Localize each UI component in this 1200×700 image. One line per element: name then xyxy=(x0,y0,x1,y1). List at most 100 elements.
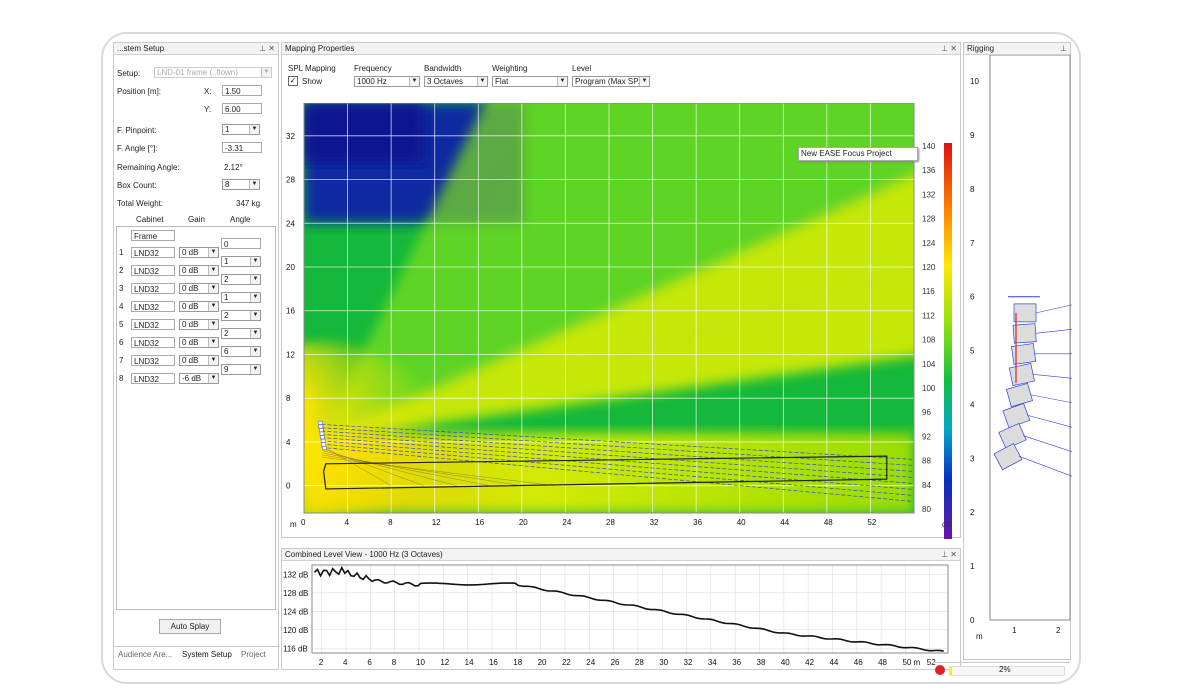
status-bar: 2% xyxy=(933,662,1071,677)
chevron-down-icon: ▼ xyxy=(208,356,218,365)
spl-map-plot[interactable]: 0 4 8 12 16 20 24 28 32 36 40 44 48 52 32282420161284… xyxy=(282,103,962,539)
colorbar-tick: 112 xyxy=(922,311,935,320)
tab-system-setup[interactable]: System Setup xyxy=(182,650,232,659)
panel-pin-close-icon[interactable]: ⊥ ✕ xyxy=(259,44,275,53)
cabinet-name-cell[interactable]: LND32 xyxy=(131,355,175,366)
cabinet-name-cell[interactable]: LND32 xyxy=(131,283,175,294)
cabinet-gain-select[interactable]: -6 dB ▼ xyxy=(179,373,219,384)
pinpoint-label: F. Pinpoint: xyxy=(117,126,157,135)
cabinet-name-cell[interactable]: LND32 xyxy=(131,265,175,276)
error-indicator-icon[interactable] xyxy=(935,665,945,675)
colorbar-tick: 88 xyxy=(922,457,931,466)
clv-x-tick: 4 xyxy=(343,658,348,667)
cabinet-angle-select[interactable]: 2 ▼ xyxy=(221,328,261,339)
spl-mapping-label: SPL Mapping xyxy=(288,64,336,73)
panel-pin-close-icon[interactable]: ⊥ ✕ xyxy=(941,550,957,559)
clv-title: Combined Level View - 1000 Hz (3 Octaves… xyxy=(285,550,443,559)
level-select[interactable]: Program (Max SP... ▼ xyxy=(572,76,650,87)
chevron-down-icon: ▼ xyxy=(208,266,218,275)
cabinet-number: 2 xyxy=(119,266,124,275)
side-y-tick: 1 xyxy=(970,562,975,571)
panel-pin-close-icon[interactable]: ⊥ ✕ xyxy=(941,44,957,53)
cabinet-number: 3 xyxy=(119,284,124,293)
pinpoint-select[interactable]: 1 ▼ xyxy=(222,124,260,135)
rigging-panel: Rigging ⊥ 10 9 8 7 6 5 4 3 2 1 0 m 1 2 xyxy=(963,42,1072,660)
clv-x-tick: 20 xyxy=(538,658,547,667)
cabinet-column-header: Cabinet xyxy=(136,215,164,224)
map-x-unit: m xyxy=(290,520,297,529)
cabinet-name-cell[interactable]: LND32 xyxy=(131,247,175,258)
y-label: Y: xyxy=(204,105,212,114)
system-setup-panel: ...stem Setup ⊥ ✕ Setup: LND-01 frame (.… xyxy=(113,42,280,670)
map-x-tick: 20 xyxy=(519,518,528,527)
cabinet-angle-select[interactable]: 1 ▼ xyxy=(221,292,261,303)
bandwidth-select[interactable]: 3 Octaves ▼ xyxy=(424,76,488,87)
cabinet-gain-select[interactable]: 0 dB ▼ xyxy=(179,319,219,330)
cabinet-number: 4 xyxy=(119,302,124,311)
box-count-select[interactable]: 8 ▼ xyxy=(222,179,260,190)
panel-pin-icon[interactable]: ⊥ xyxy=(1060,44,1067,53)
cabinet-name-cell[interactable]: LND32 xyxy=(131,337,175,348)
map-x-tick: 8 xyxy=(388,518,393,527)
chevron-down-icon: ▼ xyxy=(250,347,260,356)
weighting-label: Weighting xyxy=(492,64,528,73)
frame-cell[interactable]: Frame xyxy=(131,230,175,241)
cabinet-gain-select[interactable]: 0 dB ▼ xyxy=(179,337,219,348)
auto-splay-button[interactable]: Auto Splay xyxy=(159,619,221,634)
cabinet-angle-select[interactable]: 2 ▼ xyxy=(221,310,261,321)
cabinet-number: 6 xyxy=(119,338,124,347)
cabinet-name-cell[interactable]: LND32 xyxy=(131,301,175,312)
colorbar-tick: 108 xyxy=(922,336,936,345)
setup-label: Setup: xyxy=(117,69,141,78)
frequency-select[interactable]: 1000 Hz ▼ xyxy=(354,76,420,87)
side-y-tick: 6 xyxy=(970,293,975,302)
position-y-input[interactable]: 6.00 xyxy=(222,103,262,114)
cabinet-gain-select[interactable]: 0 dB ▼ xyxy=(179,283,219,294)
frame-angle-input[interactable]: -3.31 xyxy=(222,142,262,153)
map-y-tick: 12 xyxy=(286,350,295,359)
weighting-select[interactable]: Flat ▼ xyxy=(492,76,568,87)
side-y-tick: 7 xyxy=(970,239,975,248)
cabinet-gain-select[interactable]: 0 dB ▼ xyxy=(179,355,219,366)
clv-x-tick: 6 xyxy=(367,658,372,667)
clv-x-tick: 46 xyxy=(854,658,863,667)
tab-project[interactable]: Project xyxy=(241,650,266,659)
clv-x-tick: 8 xyxy=(392,658,397,667)
cabinet-angle-select[interactable]: 1 ▼ xyxy=(221,256,261,267)
clv-x-tick: 12 xyxy=(440,658,449,667)
level-label: Level xyxy=(572,64,592,73)
colorbar-tick: 120 xyxy=(922,263,936,272)
cabinet-name-cell[interactable]: LND32 xyxy=(131,319,175,330)
tab-audience-areas[interactable]: Audience Are... xyxy=(118,650,173,659)
position-label: Position [m]: xyxy=(117,87,162,96)
position-x-input[interactable]: 1.50 xyxy=(222,85,262,96)
setup-select[interactable]: LND-01 frame (..flown) ▼ xyxy=(154,67,272,78)
cabinet-gain-select[interactable]: 0 dB ▼ xyxy=(179,265,219,276)
box-count-label: Box Count: xyxy=(117,181,157,190)
clv-title-bar: Combined Level View - 1000 Hz (3 Octaves… xyxy=(282,549,960,561)
side-y-tick: 0 xyxy=(970,616,975,625)
map-x-tick: 48 xyxy=(824,518,833,527)
chevron-down-icon: ▼ xyxy=(250,275,260,284)
cabinet-angle-select[interactable]: 6 ▼ xyxy=(221,346,261,357)
map-x-tick: 4 xyxy=(345,518,350,527)
colorbar-tick: 84 xyxy=(922,481,931,490)
side-y-tick: 10 xyxy=(970,77,979,86)
cabinet-angle-select[interactable]: 2 ▼ xyxy=(221,274,261,285)
colorbar-tick: 80 xyxy=(922,505,931,514)
clv-x-tick: 34 xyxy=(708,658,717,667)
cabinet-angle-select[interactable]: 9 ▼ xyxy=(221,364,261,375)
side-x-tick: 2 xyxy=(1056,626,1061,635)
cabinet-name-cell[interactable]: LND32 xyxy=(131,373,175,384)
clv-x-tick: 26 xyxy=(611,658,620,667)
frame-angle-cell[interactable]: 0 xyxy=(221,238,261,249)
cabinet-gain-select[interactable]: 0 dB ▼ xyxy=(179,301,219,312)
show-checkbox[interactable]: ✓ xyxy=(288,76,298,86)
angle-label: F. Angle [°]: xyxy=(117,144,158,153)
cabinet-gain-select[interactable]: 0 dB ▼ xyxy=(179,247,219,258)
side-x-tick: 1 xyxy=(1012,626,1017,635)
clv-x-tick: 2 xyxy=(319,658,324,667)
chevron-down-icon: ▼ xyxy=(250,293,260,302)
